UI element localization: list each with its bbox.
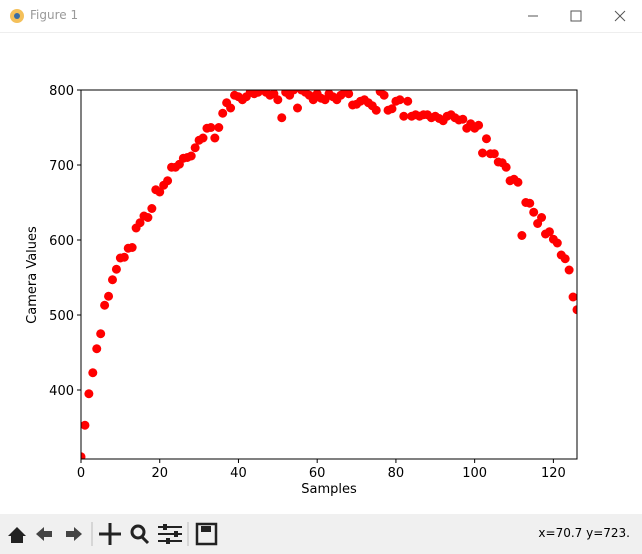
x-tick-label: 100 <box>462 466 487 481</box>
point <box>474 120 484 130</box>
plot-frame <box>80 89 578 460</box>
point <box>198 133 208 143</box>
point <box>293 103 303 113</box>
point <box>489 149 499 159</box>
point <box>399 111 409 121</box>
point <box>478 148 488 158</box>
point <box>403 96 413 106</box>
point <box>525 198 535 208</box>
point <box>537 213 547 222</box>
point <box>111 264 121 274</box>
point <box>572 305 577 315</box>
point <box>100 300 110 310</box>
point <box>226 103 236 113</box>
point <box>135 218 145 228</box>
point <box>81 452 86 459</box>
point <box>190 143 200 153</box>
y-tick-label: 600 <box>49 234 74 249</box>
x-tick-label: 40 <box>230 466 247 481</box>
point <box>155 187 165 197</box>
point <box>127 243 137 252</box>
point <box>107 275 117 285</box>
point <box>147 204 157 213</box>
points <box>81 90 577 459</box>
point <box>552 238 562 248</box>
point <box>564 265 574 275</box>
x-tick-label: 20 <box>151 466 168 481</box>
toolbar-icons[interactable] <box>0 514 230 554</box>
point <box>395 95 405 105</box>
point <box>218 108 228 118</box>
point <box>210 133 220 143</box>
point <box>379 90 389 100</box>
y-tick-label: 700 <box>49 159 74 174</box>
point <box>458 114 468 124</box>
point <box>88 368 98 378</box>
window-controls[interactable] <box>522 0 642 32</box>
point <box>560 254 570 264</box>
y-tick-label: 400 <box>49 384 74 399</box>
point <box>501 162 511 172</box>
title-bar: Figure 1 <box>0 0 642 33</box>
point <box>277 113 287 123</box>
point <box>84 389 94 399</box>
point <box>119 252 129 262</box>
point <box>387 104 397 114</box>
point <box>104 291 114 301</box>
point <box>481 134 491 144</box>
point <box>344 90 354 99</box>
point <box>273 95 283 105</box>
point <box>96 329 106 339</box>
point <box>163 176 173 186</box>
point <box>544 227 554 237</box>
point <box>568 292 577 302</box>
point <box>513 177 523 187</box>
point <box>206 123 216 132</box>
toolbar: x=70.7 y=723. <box>0 514 642 554</box>
point <box>517 231 527 240</box>
x-tick-label: 60 <box>309 466 326 481</box>
chart: Samples Camera Values 0 20 40 60 80 100 120 400… <box>25 84 578 497</box>
app-icon <box>10 9 24 23</box>
point <box>186 151 196 161</box>
y-tick-label: 800 <box>49 84 74 99</box>
y-tick-label: 500 <box>49 309 74 324</box>
x-tick-label: 0 <box>77 466 85 481</box>
status-text: x=70.7 y=723. <box>538 526 630 540</box>
window-title: Figure 1 <box>30 8 79 22</box>
point <box>289 90 299 95</box>
point <box>92 344 102 354</box>
y-axis-label: Camera Values <box>25 226 40 324</box>
point <box>529 207 539 217</box>
x-tick-label: 80 <box>388 466 405 481</box>
x-axis-label: Samples <box>301 482 357 497</box>
point <box>214 123 224 132</box>
point <box>81 420 90 430</box>
point <box>143 213 153 222</box>
x-tick-label: 120 <box>541 466 566 481</box>
point <box>371 105 381 115</box>
